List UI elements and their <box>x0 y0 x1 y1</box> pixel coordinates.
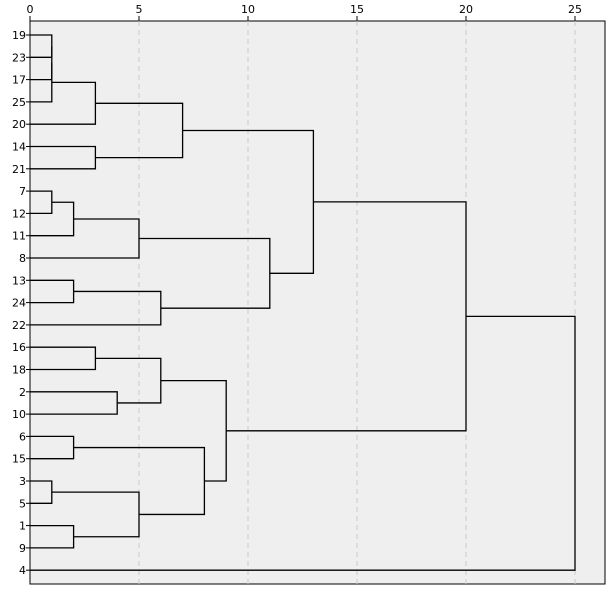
leaf-label: 1 <box>19 520 26 533</box>
leaf-label: 18 <box>12 364 26 377</box>
x-tick-label: 20 <box>459 3 473 16</box>
x-tick-label: 10 <box>241 3 255 16</box>
leaf-label: 10 <box>12 408 26 421</box>
dendrogram-link-X <box>30 315 576 571</box>
leaf-label: 19 <box>12 29 26 42</box>
leaf-label: 25 <box>12 96 26 109</box>
leaf-label: 11 <box>12 230 26 243</box>
leaf-label: 17 <box>12 74 26 87</box>
leaf-label: 3 <box>19 475 26 488</box>
leaf-label: 23 <box>12 51 26 64</box>
leaf-label: 15 <box>12 453 26 466</box>
leaf-label: 22 <box>12 319 26 332</box>
x-axis: 0 5 10 15 20 25 <box>27 3 582 21</box>
plot-area <box>29 20 606 585</box>
leaf-label: 5 <box>19 497 26 510</box>
leaf-label: 14 <box>12 141 26 154</box>
leaf-label: 4 <box>19 564 26 577</box>
leaf-labels: 1923172520142171211813242216182106153519… <box>12 29 30 577</box>
leaf-label: 2 <box>19 386 26 399</box>
leaf-label: 16 <box>12 341 26 354</box>
leaf-label: 9 <box>19 542 26 555</box>
leaf-label: 8 <box>19 252 26 265</box>
leaf-label: 12 <box>12 207 26 220</box>
x-tick-label: 0 <box>27 3 34 16</box>
leaf-label: 13 <box>12 274 26 287</box>
dendrogram-link-C <box>30 62 53 103</box>
leaf-label: 20 <box>12 118 26 131</box>
x-tick-label: 5 <box>136 3 143 16</box>
dendrogram-links <box>30 34 576 571</box>
grid-lines <box>138 21 576 584</box>
x-tick-label: 25 <box>568 3 582 16</box>
leaf-label: 7 <box>19 185 26 198</box>
x-tick-label: 15 <box>350 3 364 16</box>
leaf-label: 21 <box>12 163 26 176</box>
leaf-label: 24 <box>12 297 26 310</box>
leaf-label: 6 <box>19 430 26 443</box>
